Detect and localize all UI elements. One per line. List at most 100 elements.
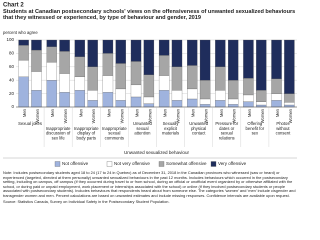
page: {"chart_data": { "type": "stacked-bar", … (3, 2, 297, 205)
x-tick-label: Men (78, 108, 83, 117)
bar-segment (130, 96, 142, 108)
bar-segment (46, 46, 57, 63)
x-tick-label: Men (247, 108, 252, 117)
bar-segment (271, 78, 282, 94)
group-label: Inappropriate discussion of sex life (46, 126, 71, 141)
notes: Note: Includes postsecondary students ag… (3, 170, 297, 205)
group-label: Inappropriate display of body parts (74, 126, 99, 141)
bar-segment (158, 90, 170, 108)
bar-segment (271, 100, 282, 108)
legend-label: Somewhat offensive (166, 161, 207, 166)
x-axis-label: Unwanted sexualized behaviour (124, 150, 190, 155)
bar-segment (284, 102, 295, 106)
x-tick-label: Men (22, 108, 27, 117)
bar-segment (227, 39, 239, 81)
bar-segment (199, 98, 211, 105)
bar-segment (74, 90, 86, 108)
bar-segment (102, 39, 114, 54)
x-tick-label: Men (191, 108, 196, 117)
y-tick-label: 20 (9, 91, 15, 96)
bar-segment (171, 100, 183, 108)
x-tick-label: Men (50, 108, 55, 117)
bar-segment (130, 61, 142, 86)
x-tick-label: Women (147, 108, 152, 123)
bar-segment (271, 93, 282, 101)
x-tick-label: Women (204, 108, 209, 123)
group-label: Unwanted physical contact (189, 121, 209, 136)
group-label: Sexual jokes (18, 121, 42, 126)
bar-segment (256, 39, 267, 91)
bar-segment (171, 66, 183, 91)
legend-swatch (158, 161, 165, 167)
x-tick-label: Men (135, 108, 140, 117)
x-tick-label: Women (63, 108, 68, 123)
group-label: Sexually explicit materials (162, 121, 179, 136)
bar-segment (59, 92, 70, 108)
bar-segment (46, 80, 57, 108)
bar-segment (31, 49, 42, 72)
bar-segment (171, 90, 183, 101)
bar-segment (227, 80, 239, 100)
bar-segment (59, 51, 70, 74)
bar-segment (18, 45, 29, 61)
bar-segment (59, 39, 70, 52)
bar-segment (243, 78, 254, 96)
bar-segment (215, 39, 226, 67)
bar-segment (130, 39, 142, 62)
x-tick-label: Women (288, 108, 293, 123)
chart-number: Chart 2 (3, 3, 24, 9)
x-tick-label: Women (91, 108, 96, 123)
y-tick-label: 60 (9, 64, 15, 69)
bar-segment (171, 39, 183, 67)
bar-segment (74, 56, 86, 77)
y-tick-label: 100 (6, 37, 14, 42)
bar-segment (199, 104, 211, 108)
x-tick-label: Women (175, 108, 180, 123)
bar-segment (102, 75, 114, 93)
bar-segment (271, 39, 282, 79)
bar-segment (256, 101, 267, 106)
bar-segment (87, 100, 98, 108)
chart-title: Students at Canadian postsecondary schoo… (3, 9, 295, 21)
legend-label: Very offensive (218, 161, 247, 166)
bar-segment (74, 39, 86, 57)
group-label: Photos without consent (276, 121, 292, 136)
x-tick-label: Men (163, 108, 168, 117)
bar-segment (215, 100, 226, 108)
bar-segment (46, 61, 57, 81)
bar-segment (102, 92, 114, 108)
bar-segment (187, 39, 198, 66)
legend-label: Not offensive (62, 161, 89, 166)
x-tick-label: Women (35, 108, 40, 123)
group-label: Unwanted sexual attention (133, 121, 153, 136)
bar-segment (143, 74, 155, 98)
y-tick-label: 0 (11, 104, 14, 109)
chart: Chart 2 Students at Canadian postseconda… (3, 3, 297, 167)
bar-segment (115, 100, 126, 108)
bar-segment (215, 90, 226, 101)
bar-segment (18, 76, 29, 108)
legend-swatch (106, 161, 113, 167)
bar-segment (158, 75, 170, 91)
bar-segment (284, 93, 295, 103)
bar-segment (87, 39, 98, 67)
bar-segment (18, 39, 29, 46)
bar-segment (187, 98, 198, 108)
x-tick-label: Women (260, 108, 265, 123)
bar-segment (199, 39, 211, 81)
bar-segment (158, 39, 170, 56)
x-tick-label: Men (106, 108, 111, 117)
source-text: Source: Statistics Canada, Survey on Ind… (3, 198, 170, 204)
bar-segment (284, 39, 295, 94)
bar-segment (243, 94, 254, 102)
bar-segment (31, 71, 42, 91)
bar-segment (158, 55, 170, 76)
x-tick-label: Men (219, 108, 224, 117)
x-tick-label: Women (232, 108, 237, 123)
bar-segment (284, 104, 295, 108)
bar-segment (143, 103, 155, 108)
bar-segment (87, 90, 98, 101)
group-label: Inappropriate sexual comments (102, 126, 127, 141)
x-tick-label: Men (275, 108, 280, 117)
bar-segment (31, 39, 42, 51)
